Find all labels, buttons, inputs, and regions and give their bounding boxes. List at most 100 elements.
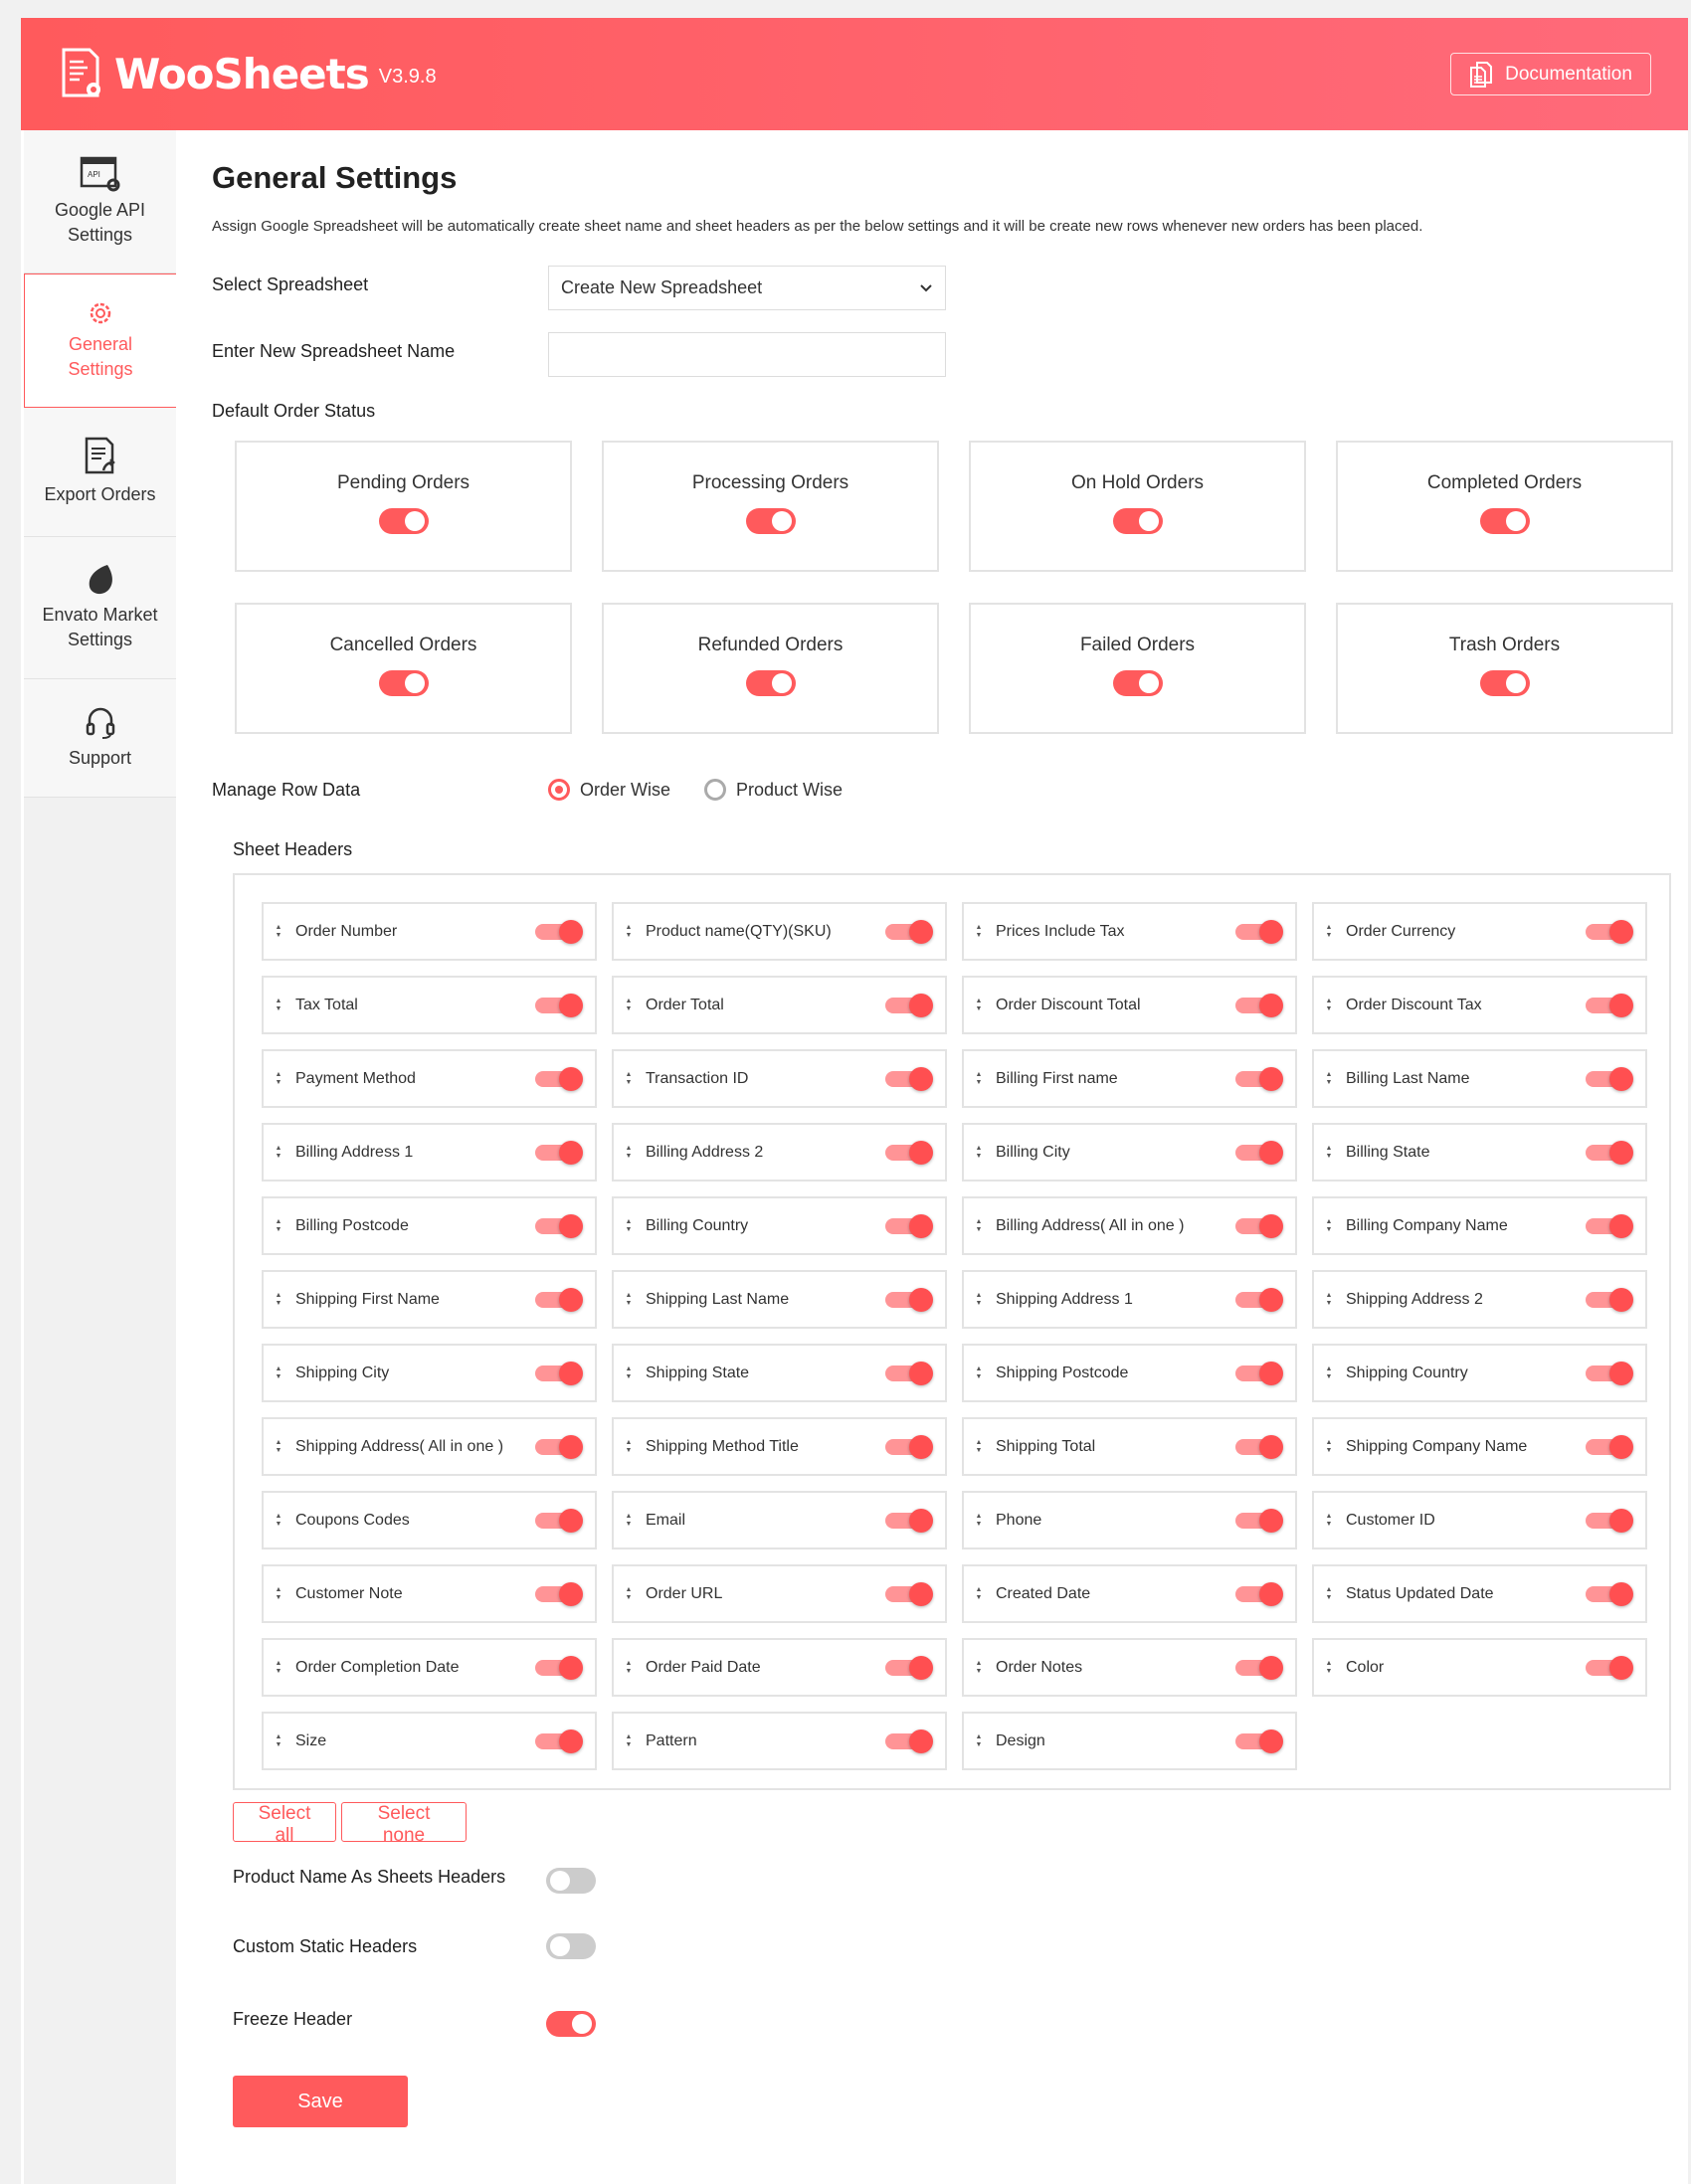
product-name-headers-toggle[interactable]: [546, 1868, 596, 1894]
sheet-header-toggle[interactable]: [1586, 1508, 1633, 1533]
sheet-header-toggle[interactable]: [885, 1508, 933, 1533]
sort-handle-icon[interactable]: ▲ ▼: [1325, 1291, 1333, 1307]
order-status-toggle[interactable]: [1479, 508, 1530, 534]
sheet-header-toggle[interactable]: [1586, 1213, 1633, 1238]
sheet-header-toggle[interactable]: [1586, 1434, 1633, 1459]
sort-handle-icon[interactable]: ▲ ▼: [625, 1365, 633, 1380]
sort-handle-icon[interactable]: ▲ ▼: [1325, 1585, 1333, 1601]
sidebar-item-export-orders[interactable]: Export Orders: [24, 408, 176, 537]
sort-handle-icon[interactable]: ▲ ▼: [1325, 1365, 1333, 1380]
sort-handle-icon[interactable]: ▲ ▼: [625, 1291, 633, 1307]
freeze-header-toggle[interactable]: [546, 2011, 596, 2037]
sheet-header-toggle[interactable]: [1586, 993, 1633, 1017]
sheet-header-toggle[interactable]: [535, 1655, 583, 1680]
sheet-header-item[interactable]: ▲ ▼ Order Number: [262, 902, 597, 961]
sheet-header-toggle[interactable]: [885, 1213, 933, 1238]
sort-handle-icon[interactable]: ▲ ▼: [275, 1512, 282, 1528]
sheet-header-toggle[interactable]: [1586, 1361, 1633, 1385]
sheet-header-item[interactable]: ▲ ▼ Shipping Address 2: [1312, 1270, 1647, 1329]
sort-handle-icon[interactable]: ▲ ▼: [1325, 1438, 1333, 1454]
select-all-button[interactable]: Select all: [233, 1802, 336, 1846]
sheet-header-item[interactable]: ▲ ▼ Billing Address 1: [262, 1123, 597, 1182]
sort-handle-icon[interactable]: ▲ ▼: [275, 1585, 282, 1601]
sheet-header-item[interactable]: ▲ ▼ Color: [1312, 1638, 1647, 1697]
sheet-header-item[interactable]: ▲ ▼ Order Total: [612, 976, 947, 1034]
sort-handle-icon[interactable]: ▲ ▼: [1325, 923, 1333, 939]
sheet-header-item[interactable]: ▲ ▼ Shipping Address 1: [962, 1270, 1297, 1329]
sheet-header-item[interactable]: ▲ ▼ Customer ID: [1312, 1491, 1647, 1549]
sort-handle-icon[interactable]: ▲ ▼: [1325, 1070, 1333, 1086]
sheet-header-item[interactable]: ▲ ▼ Billing Company Name: [1312, 1196, 1647, 1255]
sheet-header-item[interactable]: ▲ ▼ Payment Method: [262, 1049, 597, 1108]
sheet-header-toggle[interactable]: [535, 993, 583, 1017]
sheet-header-item[interactable]: ▲ ▼ Order Discount Tax: [1312, 976, 1647, 1034]
radio-button[interactable]: [548, 779, 570, 801]
sidebar-item-support[interactable]: Support: [24, 679, 176, 798]
sheet-header-item[interactable]: ▲ ▼ Billing Postcode: [262, 1196, 597, 1255]
radio-button[interactable]: [704, 779, 727, 801]
sort-handle-icon[interactable]: ▲ ▼: [275, 1365, 282, 1380]
sheet-header-item[interactable]: ▲ ▼ Transaction ID: [612, 1049, 947, 1108]
sort-handle-icon[interactable]: ▲ ▼: [625, 1144, 633, 1160]
sort-handle-icon[interactable]: ▲ ▼: [275, 1217, 282, 1233]
sheet-header-item[interactable]: ▲ ▼ Design: [962, 1712, 1297, 1770]
sheet-header-toggle[interactable]: [885, 993, 933, 1017]
sheet-header-toggle[interactable]: [885, 1434, 933, 1459]
sheet-header-toggle[interactable]: [1586, 1140, 1633, 1165]
sort-handle-icon[interactable]: ▲ ▼: [975, 1291, 983, 1307]
sort-handle-icon[interactable]: ▲ ▼: [975, 1732, 983, 1748]
sheet-header-item[interactable]: ▲ ▼ Tax Total: [262, 976, 597, 1034]
order-status-toggle[interactable]: [1112, 670, 1163, 696]
sort-handle-icon[interactable]: ▲ ▼: [625, 1659, 633, 1675]
sheet-header-item[interactable]: ▲ ▼ Shipping Postcode: [962, 1344, 1297, 1402]
sheet-header-toggle[interactable]: [885, 1581, 933, 1606]
sheet-header-toggle[interactable]: [1586, 1287, 1633, 1312]
sheet-header-item[interactable]: ▲ ▼ Billing City: [962, 1123, 1297, 1182]
sheet-header-item[interactable]: ▲ ▼ Order Paid Date: [612, 1638, 947, 1697]
sheet-header-toggle[interactable]: [535, 1581, 583, 1606]
sheet-header-toggle[interactable]: [535, 1066, 583, 1091]
sheet-header-item[interactable]: ▲ ▼ Prices Include Tax: [962, 902, 1297, 961]
sort-handle-icon[interactable]: ▲ ▼: [275, 1438, 282, 1454]
sort-handle-icon[interactable]: ▲ ▼: [975, 1365, 983, 1380]
order-status-toggle[interactable]: [378, 670, 429, 696]
sheet-header-item[interactable]: ▲ ▼ Shipping Method Title: [612, 1417, 947, 1476]
sheet-header-item[interactable]: ▲ ▼ Phone: [962, 1491, 1297, 1549]
sheet-header-toggle[interactable]: [1586, 1066, 1633, 1091]
sort-handle-icon[interactable]: ▲ ▼: [625, 923, 633, 939]
sort-handle-icon[interactable]: ▲ ▼: [625, 1585, 633, 1601]
order-status-toggle[interactable]: [745, 670, 796, 696]
sheet-header-item[interactable]: ▲ ▼ Shipping State: [612, 1344, 947, 1402]
sheet-header-toggle[interactable]: [535, 1434, 583, 1459]
order-status-toggle[interactable]: [1112, 508, 1163, 534]
sort-handle-icon[interactable]: ▲ ▼: [275, 1144, 282, 1160]
sheet-header-item[interactable]: ▲ ▼ Shipping Total: [962, 1417, 1297, 1476]
sheet-header-item[interactable]: ▲ ▼ Billing Last Name: [1312, 1049, 1647, 1108]
order-status-toggle[interactable]: [745, 508, 796, 534]
sort-handle-icon[interactable]: ▲ ▼: [1325, 1217, 1333, 1233]
sheet-header-item[interactable]: ▲ ▼ Product name(QTY)(SKU): [612, 902, 947, 961]
sheet-header-toggle[interactable]: [1586, 1655, 1633, 1680]
sheet-header-toggle[interactable]: [535, 1287, 583, 1312]
save-button[interactable]: Save: [233, 2076, 408, 2127]
sheet-header-item[interactable]: ▲ ▼ Status Updated Date: [1312, 1564, 1647, 1623]
sort-handle-icon[interactable]: ▲ ▼: [1325, 1659, 1333, 1675]
new-spreadsheet-name-input[interactable]: [548, 332, 946, 377]
sheet-header-item[interactable]: ▲ ▼ Billing Address 2: [612, 1123, 947, 1182]
sort-handle-icon[interactable]: ▲ ▼: [975, 1070, 983, 1086]
sheet-header-item[interactable]: ▲ ▼ Billing First name: [962, 1049, 1297, 1108]
sheet-header-item[interactable]: ▲ ▼ Shipping City: [262, 1344, 597, 1402]
sheet-header-item[interactable]: ▲ ▼ Billing State: [1312, 1123, 1647, 1182]
sheet-header-item[interactable]: ▲ ▼ Email: [612, 1491, 947, 1549]
sort-handle-icon[interactable]: ▲ ▼: [975, 1585, 983, 1601]
sheet-header-toggle[interactable]: [535, 1213, 583, 1238]
sidebar-item-google-api-settings[interactable]: API Google API Settings: [24, 130, 176, 273]
sort-handle-icon[interactable]: ▲ ▼: [625, 997, 633, 1012]
sidebar-item-general-settings[interactable]: General Settings: [24, 273, 176, 408]
sheet-header-toggle[interactable]: [1586, 1581, 1633, 1606]
sheet-header-item[interactable]: ▲ ▼ Pattern: [612, 1712, 947, 1770]
sheet-header-toggle[interactable]: [535, 1361, 583, 1385]
sheet-header-toggle[interactable]: [1235, 1066, 1283, 1091]
sort-handle-icon[interactable]: ▲ ▼: [625, 1732, 633, 1748]
sort-handle-icon[interactable]: ▲ ▼: [275, 1732, 282, 1748]
